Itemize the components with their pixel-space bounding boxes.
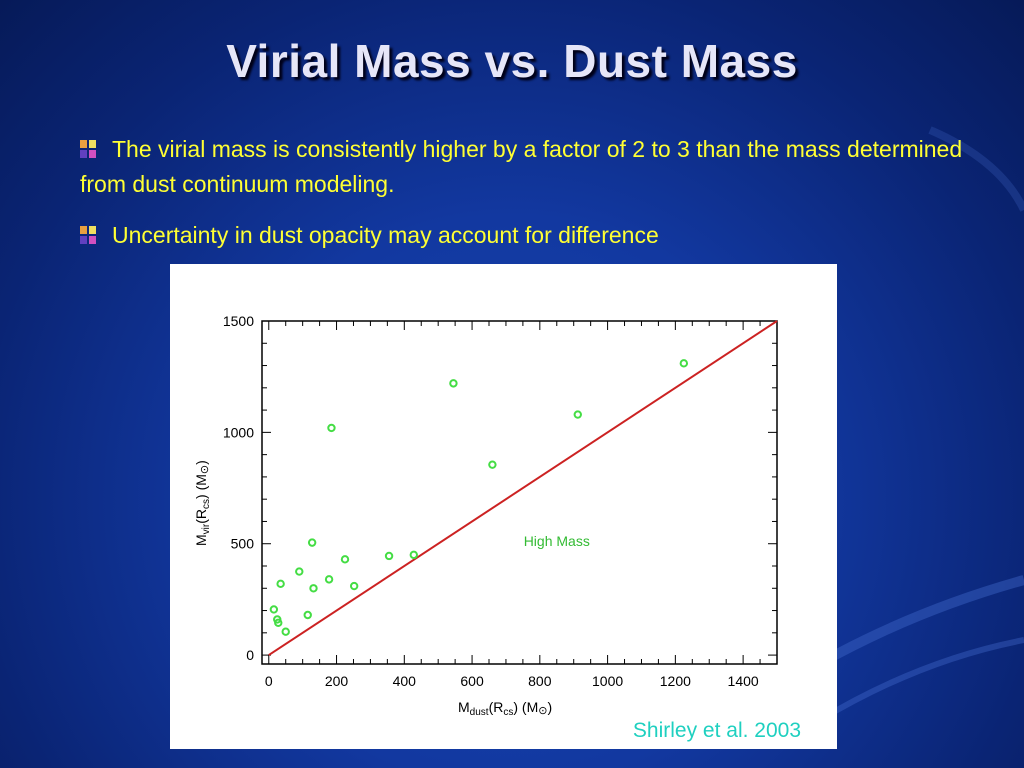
- data-point: [269, 605, 279, 614]
- data-point: [679, 359, 689, 368]
- x-tick-label: 0: [265, 673, 273, 689]
- x-tick-label: 600: [460, 673, 484, 689]
- x-tick-label: 800: [528, 673, 552, 689]
- data-point: [384, 551, 394, 561]
- x-tick-label: 400: [393, 673, 417, 689]
- data-point: [449, 379, 458, 388]
- scatter-chart: 0 200 400 600 800 1000 1200 1400 0 500 1000 1500 Hi…: [193, 313, 778, 718]
- bullet-item-2: Uncertainty in dust opacity may account …: [80, 218, 980, 253]
- data-point: [274, 618, 283, 627]
- bullet-icon: [80, 226, 98, 244]
- data-point: [309, 584, 318, 593]
- data-point: [303, 610, 312, 620]
- x-tick-label: 1000: [592, 673, 623, 689]
- data-point: [307, 538, 317, 547]
- chart-figure: 0 200 400 600 800 1000 1200 1400 0 500 1000 1500 Hi…: [170, 264, 837, 749]
- bullet-text-1: The virial mass is consistently higher b…: [80, 136, 963, 197]
- y-axis-label: Mvir(Rcs) (M⊙): [193, 460, 212, 546]
- bullet-item-1: The virial mass is consistently higher b…: [80, 132, 980, 202]
- x-axis-label: Mdust(Rcs) (M⊙): [458, 699, 552, 718]
- data-point: [349, 581, 359, 591]
- y-tick-label: 1000: [223, 424, 254, 440]
- bullet-icon: [80, 140, 98, 158]
- data-point: [327, 423, 336, 433]
- plot-frame: [261, 320, 778, 665]
- y-tick-label: 500: [231, 536, 255, 552]
- data-point: [281, 627, 290, 636]
- data-point: [409, 550, 418, 560]
- y-tick-label: 0: [246, 647, 254, 663]
- annotation-high-mass: High Mass: [524, 533, 590, 549]
- data-point: [276, 579, 285, 589]
- y-tick-label: 1500: [223, 313, 254, 329]
- x-tick-label: 1400: [728, 673, 759, 689]
- slide-title: Virial Mass vs. Dust Mass: [226, 35, 798, 87]
- bullet-text-2: Uncertainty in dust opacity may account …: [112, 222, 659, 248]
- data-point: [488, 460, 497, 469]
- reference-line: [268, 320, 778, 656]
- citation: Shirley et al. 2003: [632, 719, 801, 742]
- data-point: [573, 410, 582, 419]
- data-point: [324, 575, 334, 584]
- data-point: [295, 567, 304, 576]
- data-point: [340, 555, 350, 564]
- x-tick-label: 1200: [660, 673, 691, 689]
- x-tick-label: 200: [325, 673, 349, 689]
